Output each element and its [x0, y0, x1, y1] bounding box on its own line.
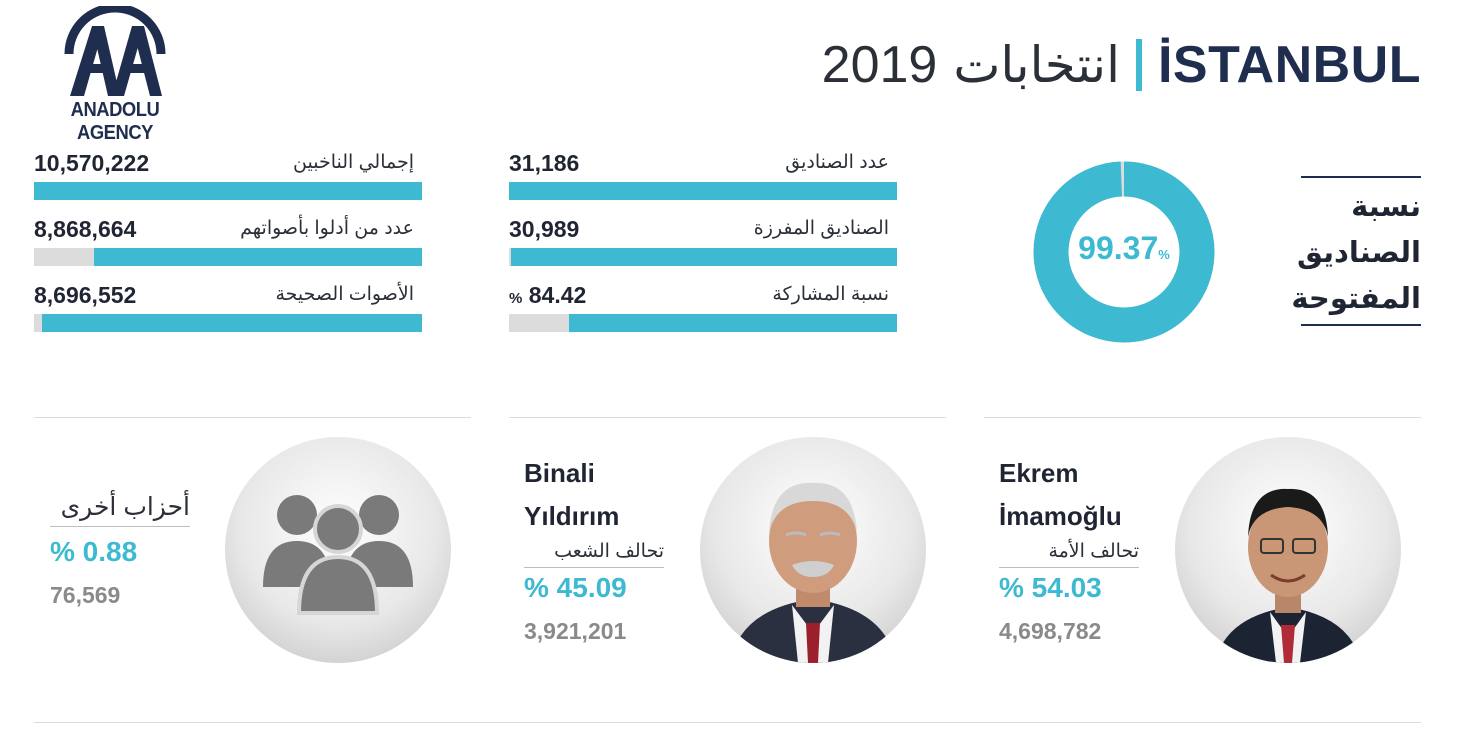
candidate-votes-yildirim: 3,921,201 — [524, 618, 627, 644]
stat-bar-fill — [94, 248, 422, 266]
others-percent: % 0.88 — [50, 536, 138, 567]
others-label: أحزاب أخرى — [50, 492, 190, 527]
section-divider — [34, 417, 471, 418]
stat-value: 8,696,552 — [34, 282, 137, 308]
candidate-percent-imamoglu: % 54.03 — [999, 572, 1102, 603]
stat-bar — [34, 314, 422, 332]
stat-value: 30,989 — [509, 216, 580, 242]
others-photo — [225, 437, 451, 663]
donut-value: 99.37 — [1078, 230, 1159, 266]
stat-label: الأصوات الصحيحة — [275, 284, 414, 305]
stat-label: الصناديق المفرزة — [753, 218, 889, 239]
title-separator — [1135, 39, 1142, 91]
name-line1: Binali — [524, 458, 595, 488]
bottom-divider — [34, 722, 1421, 723]
others-votes: 76,569 — [50, 582, 121, 608]
name-line2: Yıldırım — [524, 501, 620, 531]
stat-bar — [509, 248, 897, 266]
section-divider — [509, 417, 946, 418]
stat-unit: % — [509, 290, 523, 307]
anadolu-logo-icon — [64, 6, 166, 96]
anadolu-logo: ANADOLU AGENCY — [30, 6, 200, 144]
candidate-photo-imamoglu — [1175, 437, 1401, 663]
candidate-percent-yildirim: % 45.09 — [524, 572, 627, 603]
stat-bar — [34, 182, 422, 200]
stat-counted-boxes: 30,989 الصناديق المفرزة — [509, 216, 897, 268]
stat-bar — [34, 248, 422, 266]
candidate-photo-yildirim — [700, 437, 926, 663]
stat-bar — [509, 182, 897, 200]
stat-votes-cast: 8,868,664 عدد من أدلوا بأصواتهم — [34, 216, 422, 268]
title-city: İSTANBUL — [1157, 36, 1421, 94]
candidate-party-imamoglu: تحالف الأمة — [999, 540, 1139, 568]
candidate-votes-imamoglu: 4,698,782 — [999, 618, 1102, 644]
stat-ballot-boxes: 31,186 عدد الصناديق — [509, 150, 897, 202]
stat-value: 8,868,664 — [34, 216, 137, 242]
stat-value: 10,570,222 — [34, 150, 150, 176]
stat-bar — [509, 314, 897, 332]
page-title: 2019 انتخابات İSTANBUL — [822, 30, 1421, 100]
stat-bar-fill — [509, 182, 897, 200]
stat-bar-fill — [569, 314, 897, 332]
stat-turnout: % 84.42 نسبة المشاركة — [509, 282, 897, 334]
people-group-icon — [263, 495, 413, 615]
donut-arc — [1033, 161, 1215, 343]
stat-total-voters: 10,570,222 إجمالي الناخبين — [34, 150, 422, 202]
candidate-name-yildirim: Binali Yıldırım — [524, 452, 619, 538]
stat-label: عدد الصناديق — [785, 152, 889, 173]
stat-value: 31,186 — [509, 150, 580, 176]
name-line2: İmamoğlu — [999, 501, 1122, 531]
stat-label: إجمالي الناخبين — [293, 152, 414, 173]
donut-label: 99.37% — [1032, 230, 1216, 267]
stat-bar-fill — [34, 182, 422, 200]
stat-label: نسبة المشاركة — [772, 284, 889, 305]
donut-sign: % — [1158, 247, 1170, 262]
candidate-name-imamoglu: Ekrem İmamoğlu — [999, 452, 1122, 538]
title-word: انتخابات — [953, 37, 1120, 93]
stat-label: عدد من أدلوا بأصواتهم — [240, 218, 414, 239]
open-boxes-donut: 99.37% — [1032, 160, 1216, 344]
stat-value: % 84.42 — [509, 282, 586, 309]
section-divider — [984, 417, 1421, 418]
stat-valid-votes: 8,696,552 الأصوات الصحيحة — [34, 282, 422, 334]
candidate-party-yildirim: تحالف الشعب — [524, 540, 664, 568]
stat-number: 84.42 — [528, 282, 587, 308]
title-year: 2019 — [821, 36, 938, 94]
stat-bar-fill — [41, 314, 422, 332]
open-boxes-label: نسبة الصناديق المفتوحة — [1291, 176, 1421, 326]
name-line1: Ekrem — [999, 458, 1079, 488]
logo-text: ANADOLU AGENCY — [70, 99, 160, 144]
stat-bar-fill — [511, 248, 897, 266]
